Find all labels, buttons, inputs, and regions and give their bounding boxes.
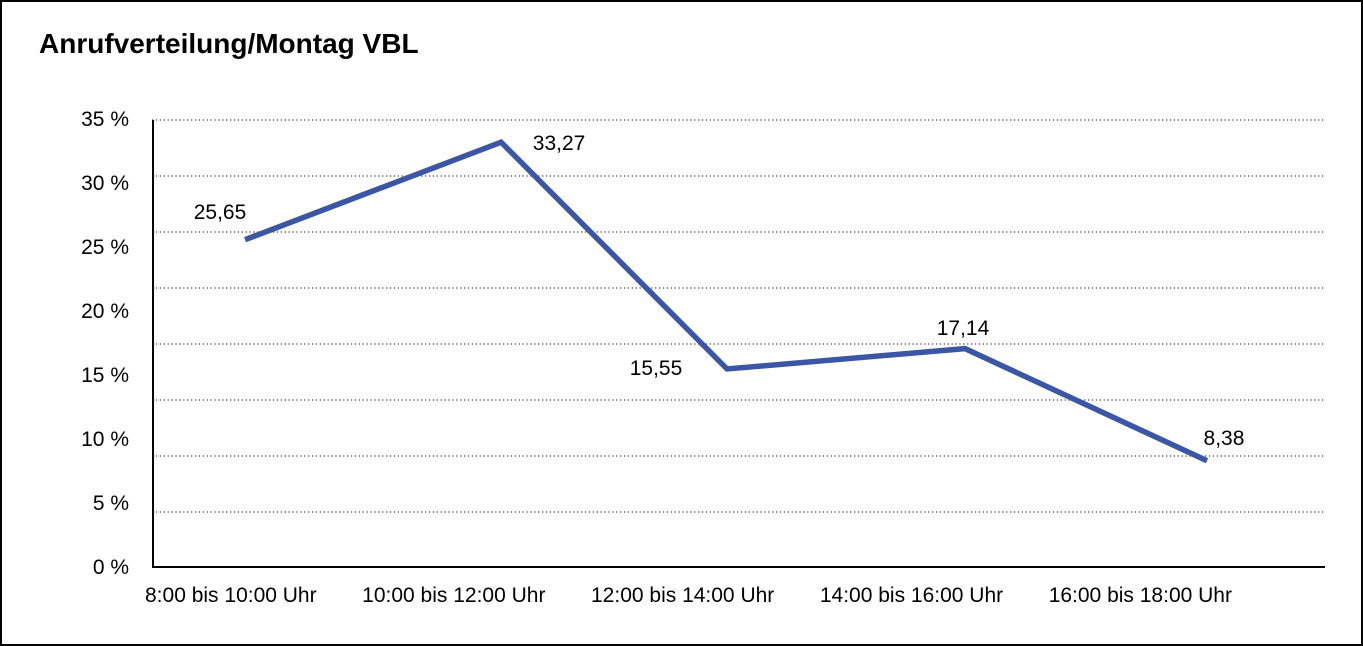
data-point-label: 15,55 bbox=[629, 356, 683, 380]
data-series-line bbox=[244, 138, 1209, 464]
x-tick-label: 12:00 bis 14:00 Uhr bbox=[591, 584, 775, 607]
plot-area: 25,65 33,27 15,55 17,14 8,38 bbox=[152, 119, 1325, 568]
data-point-label: 33,27 bbox=[532, 132, 586, 156]
y-tick-label: 0 % bbox=[92, 556, 129, 579]
x-tick-label: 16:00 bis 18:00 Uhr bbox=[1048, 584, 1232, 607]
data-point-label: 17,14 bbox=[936, 316, 990, 340]
y-tick-label: 20 % bbox=[81, 300, 129, 323]
y-axis: 35 % 30 % 25 % 20 % 15 % 10 % 5 % 0 % bbox=[2, 108, 129, 579]
y-tick-label: 25 % bbox=[81, 236, 129, 259]
x-tick-label: 8:00 bis 10:00 Uhr bbox=[145, 584, 317, 607]
y-tick-label: 15 % bbox=[81, 364, 129, 387]
chart-title: Anrufverteilung/Montag VBL bbox=[39, 28, 419, 59]
y-tick-label: 30 % bbox=[81, 172, 129, 195]
data-point-label: 25,65 bbox=[193, 200, 247, 224]
x-tick-label: 14:00 bis 16:00 Uhr bbox=[819, 584, 1004, 607]
x-tick-label: 10:00 bis 12:00 Uhr bbox=[362, 584, 546, 607]
data-point-label: 8,38 bbox=[1203, 426, 1245, 450]
y-tick-label: 10 % bbox=[81, 428, 129, 451]
x-axis: 8:00 bis 10:00 Uhr 10:00 bis 12:00 Uhr 12:… bbox=[145, 584, 1232, 608]
y-tick-label: 5 % bbox=[92, 492, 129, 515]
y-tick-label: 35 % bbox=[81, 108, 129, 131]
chart-canvas bbox=[152, 119, 1325, 568]
